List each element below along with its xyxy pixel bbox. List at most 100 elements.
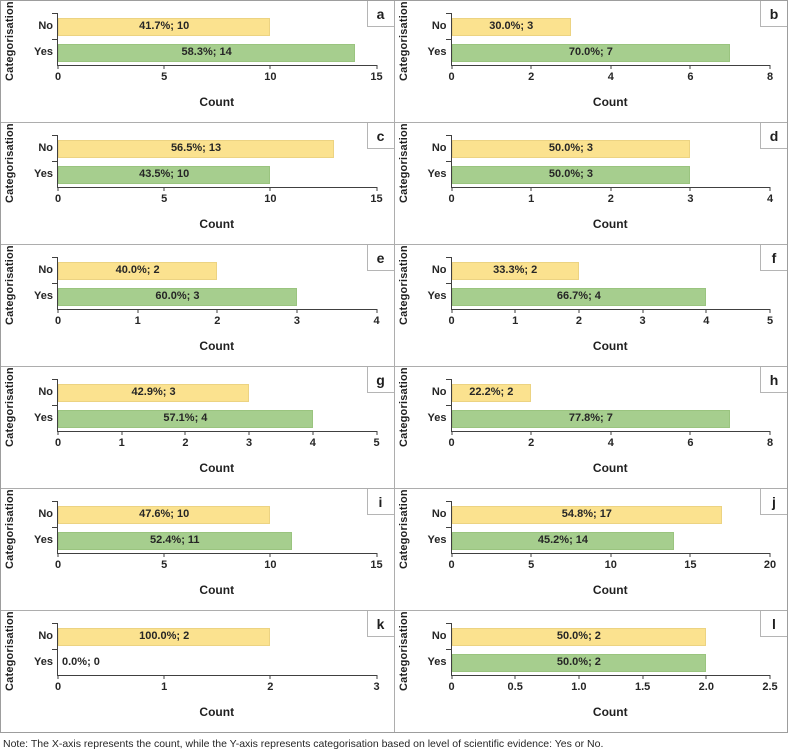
x-axis-tick-label: 4	[607, 437, 614, 449]
x-axis-tick	[610, 553, 612, 557]
x-axis-tick-label: 0	[448, 559, 455, 571]
bar-no	[58, 140, 335, 158]
bar-yes	[58, 532, 292, 550]
y-axis-tick	[52, 501, 58, 502]
x-axis-tick	[610, 187, 612, 191]
x-axis-tick-label: 0	[448, 315, 455, 327]
panel-letter-badge: g	[366, 367, 394, 393]
category-label-yes: Yes	[427, 168, 447, 180]
bar-yes	[58, 166, 271, 184]
x-axis-tick	[705, 675, 707, 679]
x-axis-tick	[57, 309, 59, 313]
x-axis-tick	[376, 675, 377, 679]
plot-area: 47.6%; 10 52.4%; 11 0 5 10 15	[52, 501, 383, 571]
x-axis-tick	[451, 431, 452, 435]
y-axis-tick	[52, 39, 58, 40]
x-axis-tick-label: 3	[373, 681, 380, 693]
x-axis-title: Count	[592, 95, 628, 109]
x-axis-tick-label: 0	[54, 71, 62, 83]
y-axis-tick	[52, 13, 58, 14]
panel-letter: h	[769, 371, 779, 388]
bar-value-label: 50.0%; 3	[548, 168, 593, 180]
y-axis-tick	[52, 161, 58, 162]
bar-value-label: 42.9%; 3	[131, 386, 176, 398]
x-axis-tick	[769, 675, 771, 679]
category-label-yes: Yes	[427, 656, 447, 668]
panel-letter: g	[376, 371, 385, 388]
x-axis-tick	[769, 187, 771, 191]
bar-no	[451, 628, 707, 646]
x-axis-tick	[184, 431, 186, 435]
x-axis-tick	[610, 431, 612, 435]
bar-no	[451, 140, 691, 158]
x-axis-tick	[514, 675, 516, 679]
x-axis-tick-label: 15	[370, 193, 383, 205]
y-axis-tick	[445, 161, 452, 162]
plot-area: 42.9%; 3 57.1%; 4 0 1 2 3 4 5	[52, 379, 380, 449]
x-axis-tick	[57, 675, 59, 679]
category-label-no: No	[38, 630, 53, 642]
category-label-yes: Yes	[427, 46, 447, 58]
bar-yes	[451, 44, 731, 62]
x-axis-tick-label: 3	[293, 315, 300, 327]
x-axis-tick	[376, 65, 377, 69]
bar-value-label: 100.0%; 2	[139, 630, 190, 642]
panel-letter: f	[771, 249, 777, 266]
y-axis-tick	[52, 283, 58, 284]
x-axis-tick	[530, 187, 532, 191]
panel-letter: k	[376, 615, 385, 632]
y-axis-tick	[52, 135, 58, 136]
x-axis-tick	[530, 65, 532, 69]
x-axis-tick-label: 2	[528, 437, 535, 449]
bar-value-label: 56.5%; 13	[170, 142, 222, 154]
x-axis-tick-label: 3	[687, 193, 694, 205]
chart-grid: Categorisation No Yes 41.7%; 10 58.3%; 14…	[0, 0, 788, 733]
category-label-no: No	[431, 386, 447, 398]
bar-no	[58, 506, 271, 524]
x-axis-tick-label: 2	[607, 193, 614, 205]
x-axis-tick-label: 15	[370, 559, 383, 571]
x-axis-tick-label: 1	[161, 681, 168, 693]
x-axis-tick	[163, 553, 165, 557]
y-axis-title: Categorisation	[4, 489, 16, 569]
x-axis-tick-label: 10	[264, 71, 277, 83]
panel-letter: c	[376, 127, 385, 144]
plot-area: 22.2%; 2 77.8%; 7 0 2 4 6 8	[445, 379, 773, 449]
bar-value-label: 43.5%; 10	[139, 168, 190, 180]
bar-value-label: 45.2%; 14	[537, 534, 589, 546]
bar-no	[451, 384, 532, 402]
x-axis-tick-label: 2	[528, 71, 535, 83]
x-axis-tick	[312, 431, 314, 435]
panel-letter: l	[772, 615, 776, 632]
x-axis-title: Count	[199, 461, 235, 475]
x-axis-tick	[451, 65, 452, 69]
x-axis-tick-label: 5	[161, 71, 168, 83]
x-axis-tick-label: 4	[373, 315, 380, 327]
bar-value-label: 50.0%; 3	[548, 142, 593, 154]
category-label-yes: Yes	[427, 290, 447, 302]
y-axis-tick	[52, 405, 58, 406]
panel-letter-badge: b	[760, 1, 787, 27]
bar-value-label: 57.1%; 4	[163, 412, 208, 424]
chart-panel: Categorisation No Yes 50.0%; 2 50.0%; 2 0 0…	[394, 611, 787, 732]
y-axis-title: Categorisation	[4, 367, 16, 447]
x-axis-tick-label: 0	[54, 559, 62, 571]
x-axis-tick-label: 10	[604, 559, 617, 571]
x-axis-tick-label: 1	[512, 315, 519, 327]
bar-no	[58, 262, 218, 280]
y-axis-tick	[52, 379, 58, 380]
y-axis-title: Categorisation	[397, 367, 410, 447]
x-axis-title: Count	[199, 339, 235, 353]
x-axis-tick-label: 6	[687, 71, 694, 83]
bar-yes	[58, 288, 297, 306]
x-axis-tick-label: 4	[703, 315, 710, 327]
x-axis-tick	[57, 431, 59, 435]
bar-value-label: 0.0%; 0	[62, 656, 100, 668]
bar-value-label: 22.2%; 2	[469, 386, 514, 398]
category-label-no: No	[431, 508, 447, 520]
bar-value-label: 52.4%; 11	[150, 534, 200, 546]
y-axis-tick	[445, 405, 452, 406]
bar-value-label: 47.6%; 10	[139, 508, 190, 520]
